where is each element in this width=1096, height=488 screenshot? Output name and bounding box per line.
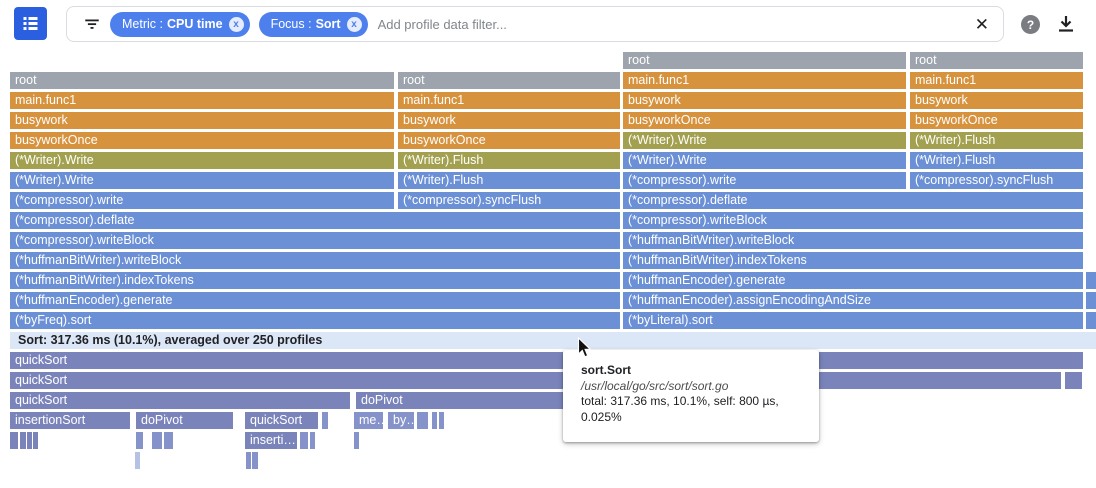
flame-frame-huffmanbitwriter-indextokens[interactable]: (*huffmanBitWriter).indexTokens — [623, 252, 1083, 269]
filter-chip-metric[interactable]: Metric : CPU time x — [110, 11, 250, 37]
flame-frame-root[interactable]: root — [623, 52, 906, 69]
flame-frame[interactable] — [252, 452, 258, 469]
flame-frame[interactable] — [1086, 312, 1096, 329]
chip-remove-icon[interactable]: x — [346, 16, 362, 32]
flame-frame[interactable] — [135, 452, 140, 469]
flame-frame-main-func1[interactable]: main.func1 — [398, 92, 620, 109]
flame-frame-byliteral-sort[interactable]: (*byLiteral).sort — [623, 312, 1083, 329]
flame-frame-byfreq-sort[interactable]: (*byFreq).sort — [10, 312, 620, 329]
filter-list-icon — [83, 15, 101, 33]
flame-frame-writer-flush[interactable]: (*Writer).Flush — [910, 152, 1083, 169]
flame-frame-busywork[interactable]: busywork — [910, 92, 1083, 109]
flame-frame-root[interactable]: root — [10, 72, 394, 89]
download-icon[interactable] — [1054, 12, 1078, 36]
flame-frame-compressor-write[interactable]: (*compressor).write — [10, 192, 394, 209]
flame-frame-busyworkonce[interactable]: busyworkOnce — [10, 132, 394, 149]
flame-frame[interactable] — [136, 432, 143, 449]
flame-frame-busyworkonce[interactable]: busyworkOnce — [623, 112, 906, 129]
help-icon[interactable]: ? — [1021, 15, 1040, 34]
chip-prefix: Metric : — [122, 17, 163, 31]
flame-frame-quicksort[interactable]: quickSort — [10, 392, 350, 409]
flame-frame-busyworkonce[interactable]: busyworkOnce — [398, 132, 620, 149]
flame-frame-compressor-syncflush[interactable]: (*compressor).syncFlush — [398, 192, 620, 209]
flame-frame-busywork[interactable]: busywork — [398, 112, 620, 129]
list-icon — [21, 14, 40, 33]
flame-frame[interactable] — [1086, 272, 1096, 289]
flame-frame[interactable] — [27, 432, 32, 449]
flame-frame-huffmanencoder-generate[interactable]: (*huffmanEncoder).generate — [623, 272, 1083, 289]
flame-frame-me[interactable]: me… — [354, 412, 383, 429]
flame-frame[interactable] — [1086, 292, 1096, 309]
flame-frame[interactable] — [354, 432, 359, 449]
profile-filter-box[interactable]: Metric : CPU time x Focus : Sort x Add p… — [66, 6, 1004, 42]
flame-frame-insertionsort[interactable]: insertionSort — [10, 412, 130, 429]
chip-remove-icon[interactable]: x — [228, 16, 244, 32]
flame-frame[interactable] — [439, 412, 444, 429]
flame-frame-compressor-syncflush[interactable]: (*compressor).syncFlush — [910, 172, 1083, 189]
flame-frame[interactable] — [417, 412, 428, 429]
flame-frame-compressor-writeblock[interactable]: (*compressor).writeBlock — [10, 232, 620, 249]
flame-frame[interactable] — [10, 432, 18, 449]
flame-frame-huffmanencoder-generate[interactable]: (*huffmanEncoder).generate — [10, 292, 620, 309]
tooltip-function-name: sort.Sort — [581, 363, 632, 377]
menu-list-button[interactable] — [14, 7, 47, 40]
flame-frame-writer-flush[interactable]: (*Writer).Flush — [398, 172, 620, 189]
flame-frame-busyworkonce[interactable]: busyworkOnce — [910, 112, 1083, 129]
flame-frame[interactable] — [152, 432, 162, 449]
flame-frame-writer-flush[interactable]: (*Writer).Flush — [910, 132, 1083, 149]
flame-frame-huffmanbitwriter-writeblock[interactable]: (*huffmanBitWriter).writeBlock — [10, 252, 620, 269]
flame-frame-busywork[interactable]: busywork — [10, 112, 394, 129]
flame-frame[interactable] — [1065, 372, 1082, 389]
flame-frame-huffmanencoder-assignencodingandsize[interactable]: (*huffmanEncoder).assignEncodingAndSize — [623, 292, 1083, 309]
flame-frame-inserti[interactable]: inserti… — [245, 432, 297, 449]
chip-prefix: Focus : — [270, 17, 312, 31]
flame-frame-writer-write[interactable]: (*Writer).Write — [10, 152, 394, 169]
flame-frame-compressor-write[interactable]: (*compressor).write — [623, 172, 906, 189]
flame-frame-main-func1[interactable]: main.func1 — [10, 92, 394, 109]
flame-frame[interactable] — [300, 432, 308, 449]
chip-value: CPU time — [166, 17, 223, 31]
flame-frame[interactable] — [33, 432, 38, 449]
filter-input-placeholder[interactable]: Add profile data filter... — [377, 16, 507, 32]
flame-frame[interactable] — [20, 432, 26, 449]
clear-filters-icon[interactable]: ✕ — [974, 15, 989, 34]
flame-frame-writer-write[interactable]: (*Writer).Write — [623, 152, 906, 169]
tooltip-source-path: /usr/local/go/src/sort/sort.go — [581, 378, 729, 393]
flame-frame-busywork[interactable]: busywork — [623, 92, 906, 109]
flame-frame-main-func1[interactable]: main.func1 — [910, 72, 1083, 89]
chip-value: Sort — [315, 17, 341, 31]
flame-frame[interactable] — [322, 412, 328, 429]
flame-frame-writer-write[interactable]: (*Writer).Write — [623, 132, 906, 149]
flame-frame-compressor-deflate[interactable]: (*compressor).deflate — [10, 212, 620, 229]
flame-frame-compressor-writeblock[interactable]: (*compressor).writeBlock — [623, 212, 1083, 229]
flame-frame[interactable] — [246, 452, 251, 469]
filter-chip-focus[interactable]: Focus : Sort x — [258, 11, 368, 37]
flame-frame-sort-317-36-ms-10-1-averaged-over-250-profiles[interactable]: Sort: 317.36 ms (10.1%), averaged over 2… — [10, 332, 1096, 349]
flame-frame-root[interactable]: root — [398, 72, 620, 89]
tooltip-metrics: total: 317.36 ms, 10.1%, self: 800 µs, 0… — [581, 394, 779, 424]
flame-frame-quicksort[interactable]: quickSort — [245, 412, 318, 429]
flame-frame-writer-flush[interactable]: (*Writer).Flush — [398, 152, 620, 169]
frame-tooltip: sort.Sort /usr/local/go/src/sort/sort.go… — [563, 350, 819, 442]
flame-frame-writer-write[interactable]: (*Writer).Write — [10, 172, 394, 189]
flame-frame-huffmanbitwriter-writeblock[interactable]: (*huffmanBitWriter).writeBlock — [623, 232, 1083, 249]
flame-frame-main-func1[interactable]: main.func1 — [623, 72, 906, 89]
flame-frame-by[interactable]: by… — [388, 412, 414, 429]
flame-frame-root[interactable]: root — [910, 52, 1083, 69]
flame-frame[interactable] — [164, 432, 173, 449]
flame-frame-dopivot[interactable]: doPivot — [136, 412, 233, 429]
flame-frame-quicksort[interactable]: quickSort — [10, 352, 1083, 369]
flame-frame[interactable] — [310, 432, 315, 449]
flame-frame-quicksort[interactable]: quickSort — [10, 372, 1061, 389]
flame-frame-huffmanbitwriter-indextokens[interactable]: (*huffmanBitWriter).indexTokens — [10, 272, 620, 289]
flame-frame-compressor-deflate[interactable]: (*compressor).deflate — [623, 192, 1083, 209]
flame-frame[interactable] — [432, 412, 437, 429]
